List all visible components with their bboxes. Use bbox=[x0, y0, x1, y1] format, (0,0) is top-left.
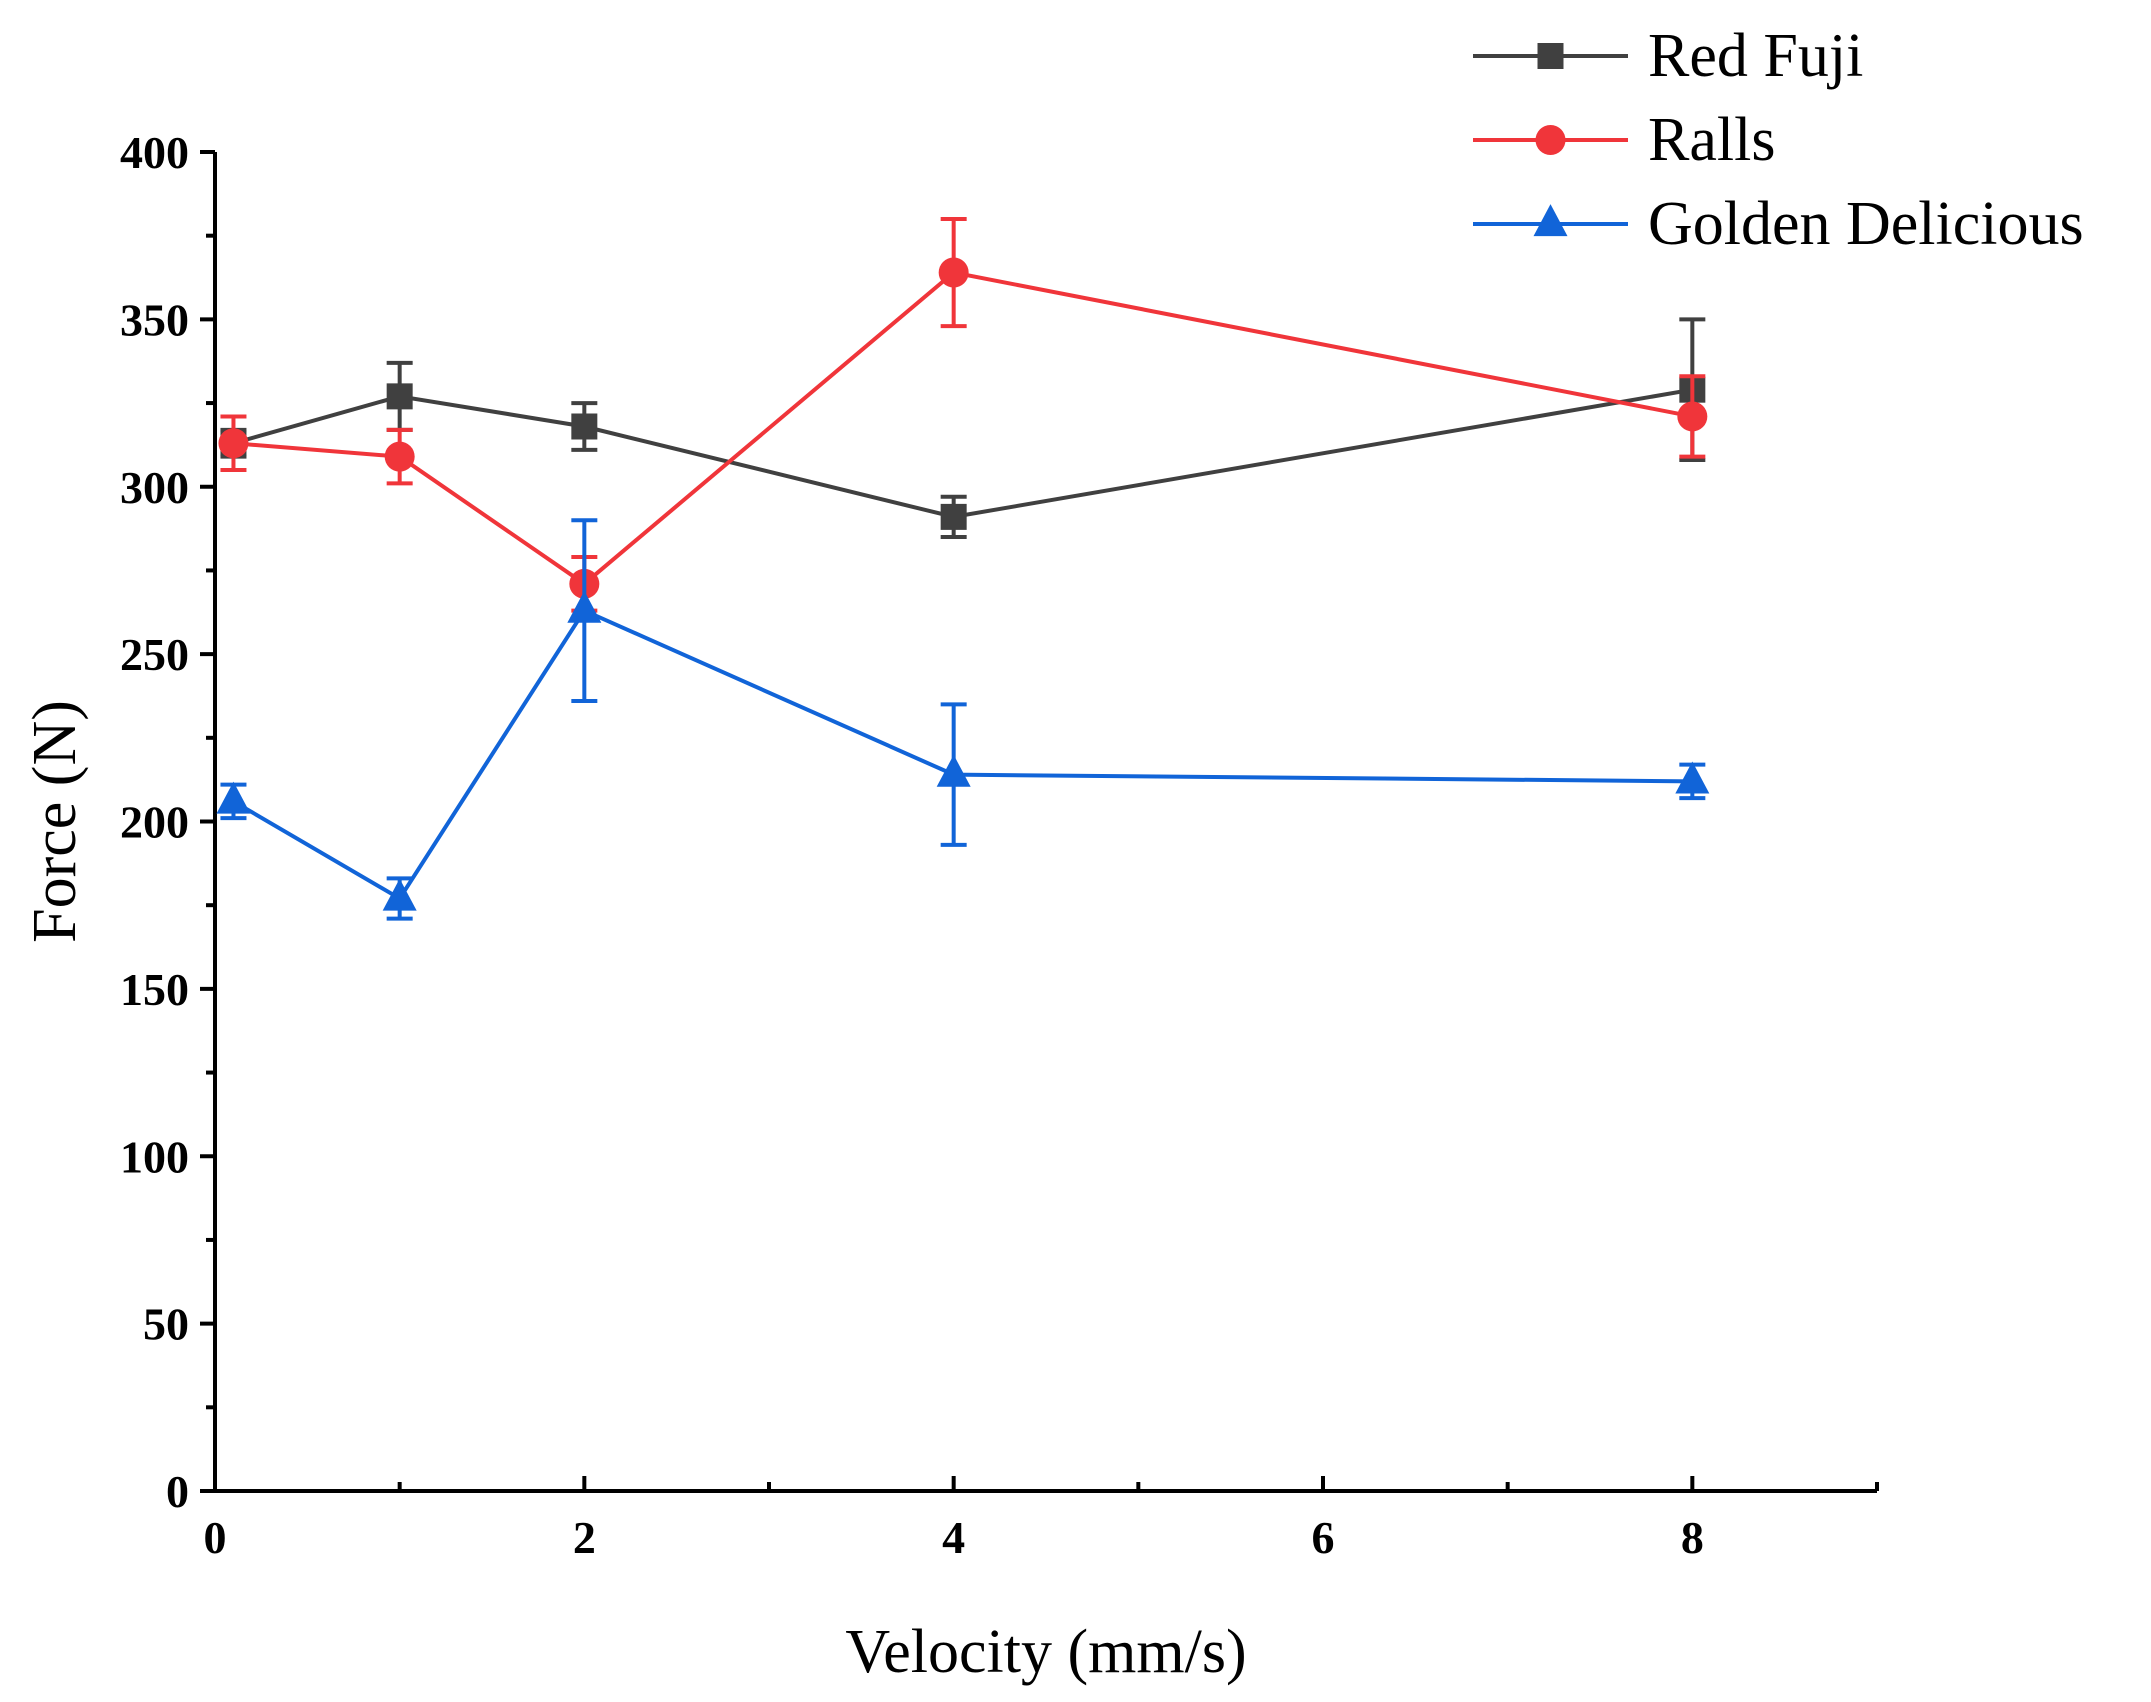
legend-marker bbox=[1533, 204, 1568, 237]
y-tick-label: 300 bbox=[120, 462, 189, 513]
y-tick-label: 350 bbox=[120, 294, 189, 345]
legend-item-red-fuji: Red Fuji bbox=[1473, 22, 1863, 90]
y-tick-label: 100 bbox=[120, 1131, 189, 1182]
legend-label: Ralls bbox=[1648, 106, 1775, 174]
data-point-ralls bbox=[1677, 401, 1708, 432]
y-tick-label: 0 bbox=[166, 1466, 189, 1517]
legend-label: Golden Delicious bbox=[1648, 190, 2084, 258]
x-tick-label: 4 bbox=[942, 1512, 965, 1563]
data-point-golden-delicious bbox=[936, 754, 971, 787]
series-line-golden-delicious bbox=[232, 608, 1693, 902]
data-point-golden-delicious bbox=[382, 878, 417, 911]
series-layer bbox=[216, 216, 1710, 921]
legend-marker bbox=[1537, 43, 1564, 69]
x-tick-label: 0 bbox=[204, 1512, 227, 1563]
legend-item-ralls: Ralls bbox=[1473, 106, 1775, 174]
x-tick-label: 6 bbox=[1312, 1512, 1335, 1563]
axes: 0 50 100 150 200 250 300 350 400 0 2 4 6 8 bbox=[120, 127, 1879, 1563]
x-tick-label: 2 bbox=[573, 1512, 596, 1563]
legend-item-golden-delicious: Golden Delicious bbox=[1473, 190, 2084, 258]
data-point-red-fuji bbox=[571, 413, 598, 440]
legend: Red Fuji Ralls Golden Delicious bbox=[1473, 22, 2084, 258]
legend-label: Red Fuji bbox=[1648, 22, 1863, 90]
series-golden-delicious bbox=[216, 518, 1710, 921]
x-tick-label: 8 bbox=[1681, 1512, 1704, 1563]
y-tick-label: 50 bbox=[143, 1299, 189, 1350]
data-point-golden-delicious bbox=[1675, 761, 1710, 794]
data-point-golden-delicious bbox=[216, 781, 251, 814]
data-point-ralls bbox=[218, 428, 249, 459]
data-point-red-fuji bbox=[386, 383, 413, 410]
y-axis-title: Force (N) bbox=[21, 700, 89, 943]
y-tick-label: 150 bbox=[120, 964, 189, 1015]
y-tick-label: 400 bbox=[120, 127, 189, 178]
data-point-red-fuji bbox=[940, 503, 967, 530]
y-tick-label: 250 bbox=[120, 629, 189, 680]
legend-marker bbox=[1535, 125, 1566, 155]
y-tick-label: 200 bbox=[120, 797, 189, 848]
data-point-ralls bbox=[938, 257, 969, 288]
series-ralls bbox=[218, 216, 1708, 613]
series-red-fuji bbox=[220, 317, 1706, 539]
data-point-golden-delicious bbox=[567, 590, 602, 623]
x-axis-title: Velocity (mm/s) bbox=[845, 1618, 1246, 1686]
data-point-ralls bbox=[384, 441, 415, 472]
